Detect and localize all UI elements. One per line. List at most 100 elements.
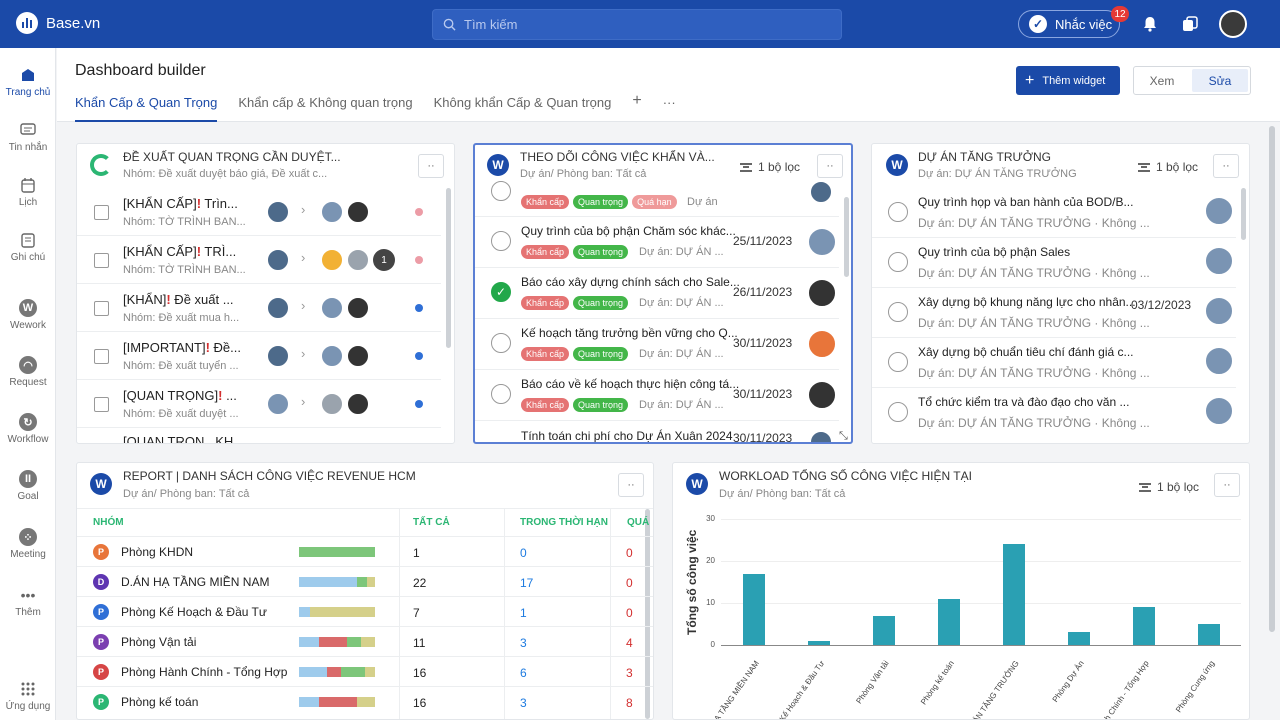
- chart-bar[interactable]: [807, 640, 830, 645]
- list-item[interactable]: Khẩn cấp Quan trọng Quá hạn Dự án: [475, 181, 839, 217]
- count-all: 7: [413, 606, 420, 620]
- add-tab-icon[interactable]: +: [632, 92, 642, 109]
- nav-item-apps[interactable]: Ứng dụng: [0, 680, 56, 712]
- tab-more-icon[interactable]: ···: [662, 95, 676, 110]
- widget-more-button[interactable]: ··: [817, 154, 843, 178]
- assignee-avatar: [1205, 247, 1233, 275]
- filter-button[interactable]: 1 bộ lọc: [1139, 480, 1199, 494]
- nav-item-goal[interactable]: II Goal: [0, 470, 56, 502]
- filter-button[interactable]: 1 bộ lọc: [1138, 160, 1198, 174]
- nav-item-workflow[interactable]: ↻ Workflow: [0, 413, 56, 445]
- task-checkbox[interactable]: [888, 252, 908, 272]
- tab-urgent-not-important[interactable]: Khẩn cấp & Không quan trọng: [238, 95, 413, 110]
- list-item[interactable]: ✓ Báo cáo xây dựng chính sách cho Sale..…: [475, 268, 839, 319]
- task-reminder-button[interactable]: ✓ Nhắc việc: [1018, 10, 1120, 38]
- column-header-on-time[interactable]: TRONG THỜI HẠN: [520, 517, 608, 528]
- task-checkbox[interactable]: [888, 402, 908, 422]
- tab-urgent-important[interactable]: Khẩn Cấp & Quan Trọng: [75, 95, 218, 122]
- nav-item-wework[interactable]: W Wework: [0, 299, 56, 331]
- table-row[interactable]: P Phòng KHDN 1 0 0: [77, 536, 653, 566]
- table-row[interactable]: D D.ÁN HẠ TẦNG MIỀN NAM 22 17 0: [77, 566, 653, 596]
- page-title: Dashboard builder: [75, 62, 206, 79]
- widget-more-button[interactable]: ··: [418, 154, 444, 178]
- widget-more-button[interactable]: ··: [1213, 154, 1239, 178]
- chart-x-tick-label: HẠ TẦNG MIỀN NAM: [708, 659, 761, 720]
- list-item[interactable]: Kế hoạch tăng trưởng bền vững cho Q... K…: [475, 319, 839, 370]
- chart-bar[interactable]: [1197, 624, 1220, 645]
- list-item[interactable]: [KHẨN CẤP]! Trìn... Nhóm: TỜ TRÌNH BAN..…: [77, 188, 441, 236]
- task-checkbox-checked[interactable]: ✓: [491, 282, 511, 302]
- widget-scrollbar[interactable]: [1241, 188, 1246, 240]
- widget-scrollbar[interactable]: [645, 509, 650, 719]
- table-row[interactable]: P Phòng Kế Hoạch & Đầu Tư 7 1 0: [77, 596, 653, 626]
- task-checkbox[interactable]: [491, 333, 511, 353]
- list-item[interactable]: Quy trình họp và ban hành của BOD/B... D…: [872, 188, 1236, 238]
- edit-mode-button[interactable]: Sửa: [1192, 69, 1248, 92]
- row-checkbox[interactable]: [94, 301, 109, 316]
- nav-item-more[interactable]: ••• Thêm: [0, 586, 56, 618]
- task-checkbox[interactable]: [888, 352, 908, 372]
- list-item[interactable]: [IMPORTANT]! Đề... Nhóm: Đề xuất tuyển .…: [77, 332, 441, 380]
- request-title: [KHẨN CẤP]! TRÌ...: [123, 244, 237, 259]
- column-header-group[interactable]: NHÓM: [93, 517, 124, 528]
- list-item[interactable]: [KHẨN]! Đề xuất ... Nhóm: Đề xuất mua h.…: [77, 284, 441, 332]
- list-item[interactable]: Quy trình của bộ phận Sales Dự án: DỰ ÁN…: [872, 238, 1236, 288]
- chart-bar[interactable]: [1132, 607, 1155, 645]
- user-avatar[interactable]: [1219, 10, 1247, 38]
- row-checkbox[interactable]: [94, 349, 109, 364]
- nav-item-home[interactable]: Trang chủ: [0, 66, 56, 98]
- nav-item-meeting[interactable]: ⁘ Meeting: [0, 528, 56, 560]
- widget-title: DỰ ÁN TĂNG TRƯỞNG: [918, 150, 1052, 164]
- task-checkbox[interactable]: [491, 384, 511, 404]
- count-all: 1: [413, 546, 420, 560]
- task-checkbox[interactable]: [888, 302, 908, 322]
- chart-gridline: [721, 645, 1241, 646]
- task-checkbox[interactable]: [491, 181, 511, 201]
- task-tags: Khẩn cấp Quan trọng Quá hạn: [521, 195, 677, 209]
- widget-more-button[interactable]: ··: [618, 473, 644, 497]
- column-header-all[interactable]: TẤT CẢ: [413, 517, 450, 528]
- chart-bar[interactable]: [872, 615, 895, 645]
- nav-item-messages[interactable]: Tin nhắn: [0, 121, 56, 153]
- list-item[interactable]: [KHẨN CẤP]! TRÌ... Nhóm: TỜ TRÌNH BAN...…: [77, 236, 441, 284]
- tab-not-urgent-important[interactable]: Không khẩn Cấp & Quan trọng: [433, 95, 612, 110]
- chart-bar[interactable]: [1002, 544, 1025, 645]
- task-checkbox[interactable]: [888, 202, 908, 222]
- resize-handle-icon[interactable]: ⤡: [839, 430, 848, 442]
- chart-bar[interactable]: [937, 598, 960, 645]
- nav-item-request[interactable]: ◠ Request: [0, 356, 56, 388]
- copy-icon[interactable]: [1180, 14, 1200, 34]
- chart-bar[interactable]: [742, 573, 765, 645]
- view-mode-button[interactable]: Xem: [1149, 73, 1175, 88]
- add-widget-button[interactable]: + Thêm widget: [1016, 66, 1120, 95]
- column-header-overdue[interactable]: QUÁ: [627, 517, 650, 528]
- table-row[interactable]: P Phòng kế toán 16 3 8: [77, 686, 653, 716]
- list-item[interactable]: Xây dựng bộ khung năng lực cho nhân... D…: [872, 288, 1236, 338]
- list-item[interactable]: [QUAN TRỌNG]! ... Nhóm: Đề xuất duyệt ..…: [77, 380, 441, 428]
- list-item[interactable]: Xây dựng bộ chuẩn tiêu chí đánh giá c...…: [872, 338, 1236, 388]
- table-row[interactable]: P Phòng Vận tải 11 3 4: [77, 626, 653, 656]
- nav-item-notes[interactable]: Ghi chú: [0, 231, 56, 263]
- nav-item-calendar[interactable]: Lịch: [0, 176, 56, 208]
- brand-logo[interactable]: Base.vn: [16, 12, 100, 34]
- filter-button[interactable]: 1 bộ lọc: [740, 160, 800, 174]
- request-group: Nhóm: TỜ TRÌNH BAN...: [123, 264, 246, 276]
- row-checkbox[interactable]: [94, 205, 109, 220]
- row-checkbox[interactable]: [94, 397, 109, 412]
- page-scrollbar[interactable]: [1269, 126, 1275, 632]
- bell-icon[interactable]: [1140, 14, 1160, 34]
- widget-scrollbar[interactable]: [446, 188, 451, 348]
- list-item[interactable]: Báo cáo về kế hoạch thực hiện công tá...…: [475, 370, 839, 421]
- widget-more-button[interactable]: ··: [1214, 473, 1240, 497]
- task-checkbox[interactable]: [491, 231, 511, 251]
- filter-label: 1 bộ lọc: [1157, 480, 1200, 494]
- list-item[interactable]: Quy trình của bộ phận Chăm sóc khác... K…: [475, 217, 839, 268]
- note-icon: [18, 231, 38, 249]
- table-row[interactable]: P Phòng Hành Chính - Tổng Hợp 16 6 3: [77, 656, 653, 686]
- search-input[interactable]: Tìm kiếm: [432, 9, 842, 40]
- list-item[interactable]: Tổ chức kiểm tra và đào đạo cho văn ... …: [872, 388, 1236, 438]
- nav-label: Ghi chú: [10, 252, 46, 263]
- chart-bar[interactable]: [1067, 632, 1090, 645]
- widget-scrollbar[interactable]: [844, 197, 849, 277]
- row-checkbox[interactable]: [94, 253, 109, 268]
